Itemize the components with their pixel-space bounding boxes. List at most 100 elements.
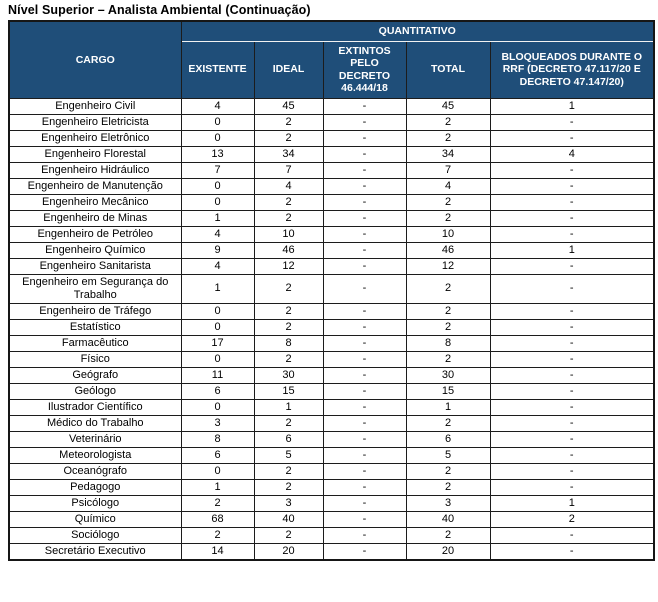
extintos-cell: - (322, 257, 407, 275)
bloqueados-cell: - (489, 350, 655, 368)
cargo-cell: Meteorologista (8, 446, 182, 464)
extintos-cell: - (322, 97, 407, 115)
bloqueados-cell: - (489, 113, 655, 131)
ideal-cell: 2 (253, 273, 324, 304)
ideal-cell: 5 (253, 446, 324, 464)
ideal-cell: 2 (253, 350, 324, 368)
cargo-cell: Engenheiro de Minas (8, 209, 182, 227)
cargo-cell: Engenheiro Hidráulico (8, 161, 182, 179)
ideal-cell: 46 (253, 241, 324, 259)
cargo-cell: Farmacêutico (8, 334, 182, 352)
existente-cell: 68 (180, 510, 255, 528)
existente-cell: 0 (180, 129, 255, 147)
extintos-cell: - (322, 113, 407, 131)
table-row: Engenheiro de Petróleo 4 10 - 10 - (8, 225, 655, 243)
table-row: Engenheiro de Tráfego 0 2 - 2 - (8, 302, 655, 320)
total-cell: 5 (405, 446, 491, 464)
extintos-cell: - (322, 526, 407, 544)
bloqueados-cell: - (489, 430, 655, 448)
existente-cell: 1 (180, 478, 255, 496)
table-row: Secretário Executivo 14 20 - 20 - (8, 542, 655, 560)
ideal-cell: 2 (253, 209, 324, 227)
total-cell: 2 (405, 414, 491, 432)
existente-cell: 2 (180, 494, 255, 512)
cargo-cell: Engenheiro Civil (8, 97, 182, 115)
total-cell: 4 (405, 177, 491, 195)
table-row: Engenheiro em Segurança do Trabalho 1 2 … (8, 273, 655, 304)
extintos-cell: - (322, 241, 407, 259)
existente-cell: 1 (180, 209, 255, 227)
bloqueados-cell: - (489, 526, 655, 544)
bloqueados-cell: - (489, 257, 655, 275)
total-cell: 46 (405, 241, 491, 259)
extintos-cell: - (322, 334, 407, 352)
extintos-cell: - (322, 542, 407, 560)
table-row: Psicólogo 2 3 - 3 1 (8, 494, 655, 512)
total-cell: 2 (405, 462, 491, 480)
cargo-cell: Engenheiro Florestal (8, 145, 182, 163)
extintos-cell: - (322, 177, 407, 195)
total-cell: 34 (405, 145, 491, 163)
existente-cell: 0 (180, 398, 255, 416)
table-row: Engenheiro de Minas 1 2 - 2 - (8, 209, 655, 227)
table-header-row-group: CARGO QUANTITATIVO (8, 20, 655, 99)
ideal-cell: 3 (253, 494, 324, 512)
extintos-cell: - (322, 462, 407, 480)
total-cell: 6 (405, 430, 491, 448)
extintos-cell: - (322, 382, 407, 400)
ideal-cell: 2 (253, 462, 324, 480)
total-cell: 2 (405, 209, 491, 227)
col-header-existente: EXISTENTE (180, 40, 255, 99)
bloqueados-cell: - (489, 209, 655, 227)
existente-cell: 3 (180, 414, 255, 432)
cargo-cell: Engenheiro Químico (8, 241, 182, 259)
bloqueados-cell: - (489, 366, 655, 384)
cargo-cell: Engenheiro Eletrônico (8, 129, 182, 147)
cargo-cell: Engenheiro de Tráfego (8, 302, 182, 320)
extintos-cell: - (322, 318, 407, 336)
table-row: Médico do Trabalho 3 2 - 2 - (8, 414, 655, 432)
table-row: Estatístico 0 2 - 2 - (8, 318, 655, 336)
col-header-extintos: EXTINTOS PELO DECRETO 46.444/18 (322, 40, 407, 99)
cargo-cell: Geólogo (8, 382, 182, 400)
extintos-cell: - (322, 302, 407, 320)
bloqueados-cell: 4 (489, 145, 655, 163)
bloqueados-cell: - (489, 129, 655, 147)
ideal-cell: 20 (253, 542, 324, 560)
existente-cell: 4 (180, 257, 255, 275)
existente-cell: 9 (180, 241, 255, 259)
existente-cell: 7 (180, 161, 255, 179)
table-row: Engenheiro Sanitarista 4 12 - 12 - (8, 257, 655, 275)
ideal-cell: 2 (253, 526, 324, 544)
cargo-cell: Químico (8, 510, 182, 528)
existente-cell: 4 (180, 97, 255, 115)
table-header: CARGO QUANTITATIVO EXISTENTE IDEAL EXTIN… (8, 20, 655, 99)
cargo-cell: Engenheiro de Manutenção (8, 177, 182, 195)
existente-cell: 4 (180, 225, 255, 243)
table-row: Engenheiro Hidráulico 7 7 - 7 - (8, 161, 655, 179)
existente-cell: 14 (180, 542, 255, 560)
total-cell: 30 (405, 366, 491, 384)
bloqueados-cell: - (489, 462, 655, 480)
total-cell: 10 (405, 225, 491, 243)
table-row: Geólogo 6 15 - 15 - (8, 382, 655, 400)
table-row: Químico 68 40 - 40 2 (8, 510, 655, 528)
ideal-cell: 40 (253, 510, 324, 528)
col-header-bloqueados: BLOQUEADOS DURANTE O RRF (DECRETO 47.117… (489, 40, 655, 99)
total-cell: 15 (405, 382, 491, 400)
table-row: Engenheiro Eletrônico 0 2 - 2 - (8, 129, 655, 147)
extintos-cell: - (322, 430, 407, 448)
ideal-cell: 45 (253, 97, 324, 115)
extintos-cell: - (322, 414, 407, 432)
cargo-cell: Engenheiro de Petróleo (8, 225, 182, 243)
cargo-cell: Secretário Executivo (8, 542, 182, 560)
extintos-cell: - (322, 478, 407, 496)
table-row: Engenheiro Civil 4 45 - 45 1 (8, 97, 655, 115)
existente-cell: 0 (180, 177, 255, 195)
existente-cell: 17 (180, 334, 255, 352)
bloqueados-cell: - (489, 398, 655, 416)
ideal-cell: 2 (253, 318, 324, 336)
cargo-cell: Pedagogo (8, 478, 182, 496)
total-cell: 12 (405, 257, 491, 275)
cargo-cell: Engenheiro Mecânico (8, 193, 182, 211)
